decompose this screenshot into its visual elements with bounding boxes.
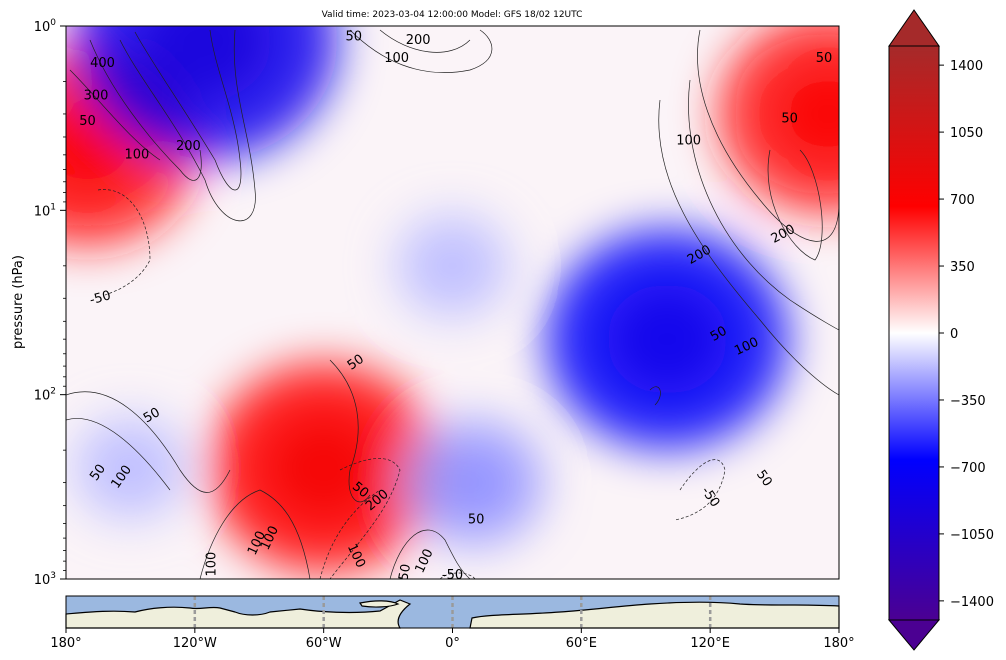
- contour-line: [97, 189, 151, 296]
- contour-line: [674, 459, 726, 521]
- contour-line: [649, 386, 661, 406]
- colorbar-gradient: [889, 46, 939, 620]
- contour-line: [658, 99, 839, 396]
- y-tick-label: 102: [34, 387, 56, 404]
- colorbar-tick-label: 1400: [950, 59, 983, 74]
- contour-label: 50: [141, 405, 163, 426]
- contour-label: 50: [79, 114, 96, 129]
- contour-line: [379, 29, 471, 53]
- contour-label: -50: [442, 568, 463, 583]
- x-tick-label: 120°E: [690, 636, 730, 651]
- contour-label: 50: [345, 30, 362, 45]
- contour-label: 100: [124, 147, 149, 162]
- contour-line: [134, 29, 242, 191]
- colorbar-tick-label: −1400: [950, 595, 994, 610]
- contour-label: -50: [88, 288, 112, 308]
- plot-frame: [65, 25, 840, 580]
- x-axis: 180° 120°W 60°W 0° 60°E 120°E 180°: [50, 628, 855, 651]
- contour-label: 300: [84, 89, 109, 104]
- field-core: [606, 284, 728, 395]
- contour-line: [439, 572, 476, 579]
- contour-line: [69, 69, 161, 161]
- colorbar: 1400 1050 700 350 0 −350 −700 −1050 −1400: [887, 9, 994, 651]
- contour-label: 50: [708, 324, 730, 345]
- contour-line: [89, 39, 202, 181]
- field-core: [265, 415, 382, 521]
- field-core: [139, 26, 272, 101]
- contour-line: [319, 489, 381, 579]
- field-core: [422, 238, 483, 294]
- x-tick-label: 60°W: [306, 636, 342, 651]
- contour-lines: [66, 29, 839, 579]
- contour-line: [688, 79, 839, 331]
- colorbar-ticks: 1400 1050 700 350 0 −350 −700 −1050 −1400: [939, 59, 994, 610]
- contour-line: [66, 418, 171, 491]
- colorbar-tick-label: 1050: [950, 126, 983, 141]
- contour-label: 400: [90, 56, 115, 71]
- y-axis-label: pressure (hPa): [11, 255, 26, 349]
- colorbar-tick-label: 350: [950, 260, 975, 275]
- colorbar-extend-max: [888, 9, 940, 47]
- world-map-strip: [65, 595, 840, 629]
- colorbar-tick-label: 0: [950, 327, 958, 342]
- field-core: [438, 450, 510, 516]
- contour-label: 50: [468, 513, 485, 528]
- field-core: [100, 440, 161, 496]
- contour-line: [329, 458, 401, 579]
- contour-line: [349, 29, 493, 73]
- map-landmass: [469, 601, 840, 629]
- y-axis: 100 101 102 103: [34, 18, 66, 588]
- contour-line: [389, 529, 471, 579]
- y-tick-label: 103: [34, 571, 56, 588]
- contour-label: 100: [384, 51, 409, 66]
- colorbar-tick-label: −1050: [950, 528, 994, 543]
- contour-label: 50: [816, 51, 833, 66]
- contour-label: 100: [676, 133, 701, 148]
- y-tick-label: 101: [34, 202, 56, 219]
- x-tick-label: 0°: [445, 636, 460, 651]
- x-tick-label: 180°: [50, 636, 81, 651]
- contour-label: 200: [406, 33, 431, 48]
- field-core: [773, 63, 839, 164]
- contour-line: [697, 29, 839, 242]
- contour-label: 50: [781, 112, 798, 127]
- contour-label: 100: [205, 552, 220, 577]
- contour-label: 50: [396, 563, 414, 582]
- colorbar-tick-label: 700: [950, 193, 975, 208]
- x-tick-label: 120°W: [173, 636, 217, 651]
- contour-line: [767, 149, 823, 261]
- y-tick-label: 100: [34, 18, 57, 35]
- map-landmass: [359, 600, 400, 608]
- contour-line: [199, 489, 311, 579]
- heatmap-field: [66, 26, 839, 574]
- contour-line: [119, 29, 256, 221]
- contour-line: [66, 391, 231, 493]
- x-tick-label: 180°: [823, 636, 854, 651]
- colorbar-tick-label: −700: [950, 461, 986, 476]
- colorbar-extend-min: [887, 619, 941, 651]
- colorbar-tick-label: −350: [950, 394, 986, 409]
- contour-label: 200: [176, 139, 201, 154]
- chart-title: Valid time: 2023-03-04 12:00:00 Model: G…: [322, 10, 583, 20]
- x-tick-label: 60°E: [566, 636, 597, 651]
